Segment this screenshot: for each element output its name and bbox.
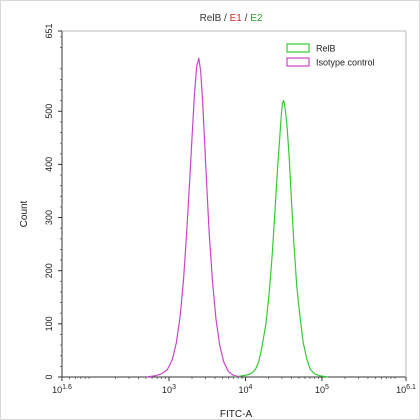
y-tick-label: 100	[44, 316, 54, 331]
x-axis-label: FITC-A	[220, 409, 253, 420]
y-tick-label: 300	[44, 210, 54, 225]
y-tick-label: 0	[44, 374, 54, 379]
x-tick-exponent: 1.6	[62, 384, 72, 391]
x-tick-base: 10	[396, 385, 406, 395]
y-tick-label: 651	[44, 23, 54, 38]
x-tick-exponent: 5	[325, 384, 329, 391]
y-tick-label: 500	[44, 104, 54, 119]
legend-label: RelB	[316, 44, 336, 54]
chart-title: RelB / E1 / E2	[200, 13, 263, 24]
title-part-2: E1	[230, 13, 243, 24]
x-tick-exponent: 4	[249, 384, 253, 391]
x-tick-label: 103	[162, 384, 176, 395]
legend-swatch	[286, 43, 310, 53]
title-part-3: /	[242, 13, 250, 24]
series-line-isotype-control	[145, 57, 241, 378]
title-part-1: /	[221, 13, 229, 24]
x-tick-base: 10	[52, 385, 62, 395]
x-tick-label: 104	[239, 384, 253, 395]
title-part-4: E2	[250, 13, 263, 24]
x-tick-base: 10	[239, 385, 249, 395]
x-tick-exponent: 3	[172, 384, 176, 391]
x-tick-base: 10	[162, 385, 172, 395]
y-axis-ticks: 0 100 200 300 400 500 651	[44, 23, 62, 380]
x-tick-label: 106.1	[396, 384, 416, 395]
y-axis-label: Count	[19, 200, 30, 227]
legend-swatch	[286, 57, 310, 67]
legend: RelB Isotype control	[286, 43, 375, 68]
x-axis-ticks: 101.6 103 104 105 106.1	[52, 377, 416, 395]
legend-label: Isotype control	[316, 58, 375, 68]
series-line-relb	[233, 99, 329, 378]
plot-area	[61, 30, 407, 378]
title-part-0: RelB	[200, 13, 222, 24]
y-tick-label: 200	[44, 263, 54, 278]
x-tick-label: 105	[315, 384, 329, 395]
x-tick-base: 10	[315, 385, 325, 395]
x-tick-label: 101.6	[52, 384, 72, 395]
y-tick-label: 400	[44, 157, 54, 172]
chart-title-text: RelB / E1 / E2	[200, 13, 263, 24]
x-tick-exponent: 6.1	[406, 384, 416, 391]
